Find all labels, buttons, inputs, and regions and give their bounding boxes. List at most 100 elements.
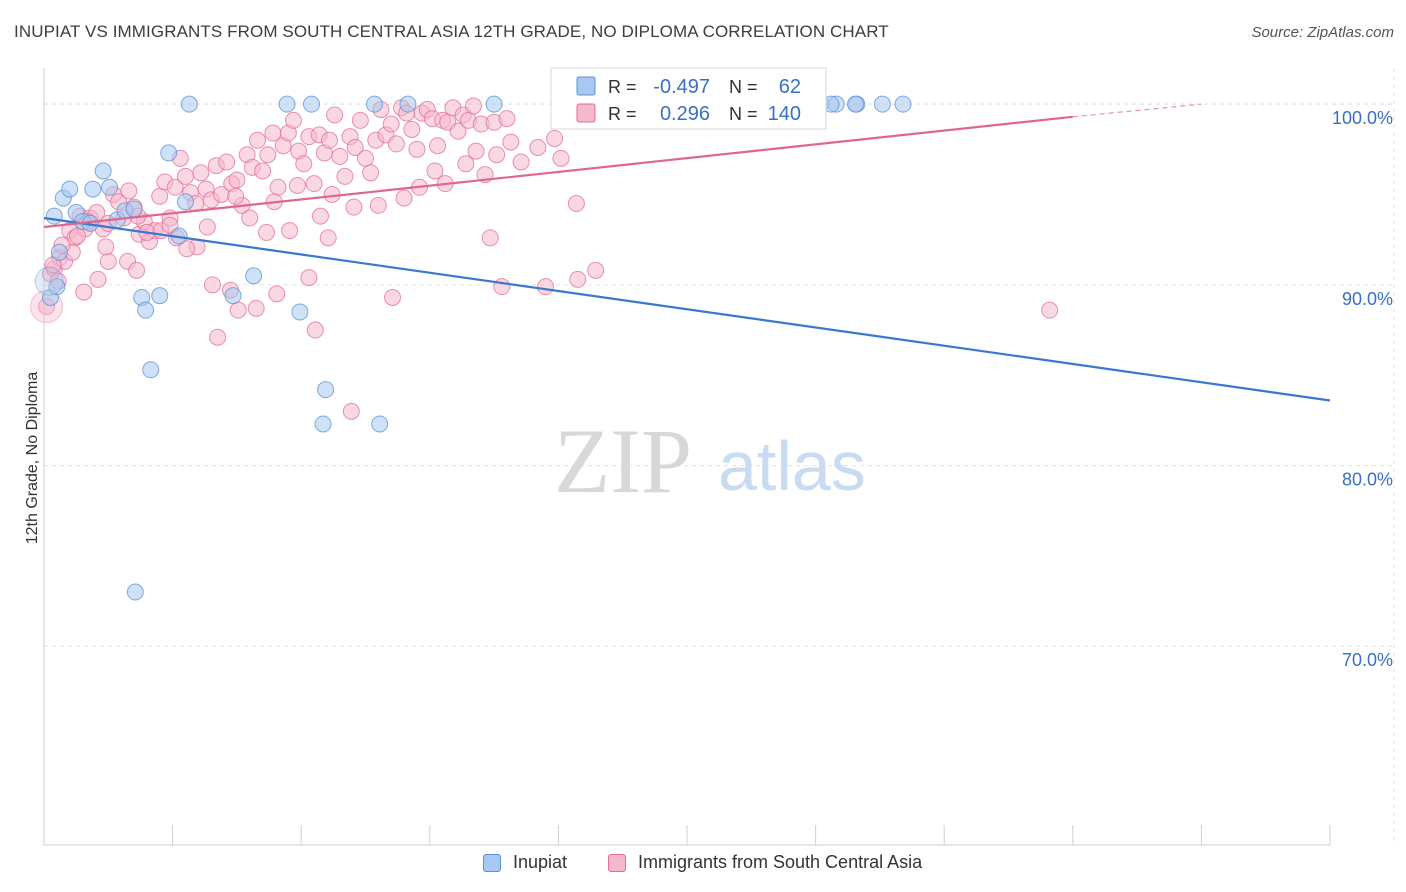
data-point [247,299,265,317]
data-point [302,95,320,113]
data-point [465,97,483,115]
data-point [257,223,275,241]
data-point [291,303,309,321]
data-point [151,187,169,205]
stats-n-label: N = [729,77,758,97]
data-point [351,111,369,129]
data-point [467,142,485,160]
data-point [537,278,555,296]
data-point [48,278,66,296]
legend-swatch-immigrants [608,853,626,872]
data-point [268,285,286,303]
axis-layer: 70.0%80.0%90.0%100.0%0.0%100.0% [43,68,1393,846]
data-point [408,140,426,158]
source-credit: Source: ZipAtlas.com [1251,24,1394,41]
stats-n-value: 62 [779,76,801,98]
data-point [68,227,86,245]
data-point [125,200,143,218]
data-point [166,178,184,196]
legend-label-inupiat: Inupiat [513,852,568,872]
stats-n-label: N = [729,104,758,124]
data-point [403,120,421,138]
chart-title: INUPIAT VS IMMIGRANTS FROM SOUTH CENTRAL… [14,22,889,41]
data-point [97,238,115,256]
stats-legend-box [550,67,827,130]
data-point [75,283,93,301]
trend-line-inupiat [43,216,1331,402]
data-point [248,131,266,149]
legend-item-immigrants[interactable]: Immigrants from South Central Asia [608,852,922,873]
data-point [151,287,169,305]
data-point [227,187,245,205]
data-point [120,182,138,200]
data-point [259,146,277,164]
data-point [126,583,144,601]
data-point [357,149,374,167]
data-point [94,162,112,180]
data-point [84,180,102,198]
data-point [449,122,467,140]
data-point [176,193,194,211]
stats-r-label: R = [608,77,637,97]
data-point [99,252,117,270]
data-point [89,270,107,288]
watermark: ZIP atlas [554,410,866,512]
stats-n-value: 140 [768,103,801,125]
data-point [894,95,912,113]
data-point [319,229,337,247]
data-point [384,288,402,306]
data-point [178,240,196,258]
data-point [241,209,259,227]
y-tick-label: 70.0% [1342,650,1393,670]
watermark-zip: ZIP [554,410,692,512]
legend-item-inupiat[interactable]: Inupiat [483,852,567,873]
data-point [228,171,246,189]
data-point [50,243,68,261]
data-point [128,261,146,279]
data-point [317,381,335,399]
scatter-chart: ZIP atlas 70.0%80.0%90.0%100.0%0.0%100.0… [24,67,1395,846]
data-point [399,95,417,113]
data-point [846,95,864,113]
trend-layer [43,103,1331,402]
data-point [529,139,547,157]
y-axis-label: 12th Grade, No Diploma [24,372,41,545]
data-point [209,328,227,346]
data-point [336,167,354,185]
data-point [488,146,506,164]
data-point [278,95,296,113]
data-point [288,176,306,194]
data-point [101,178,119,196]
data-point [61,180,79,198]
stats-swatch-immigrants [576,103,596,123]
series-immigrants-from-south-central-asia [30,97,1059,420]
data-point [873,95,891,113]
bottom-legend: Inupiat Immigrants from South Central As… [0,850,1406,878]
stats-r-value: -0.497 [653,76,710,98]
data-point [502,133,520,151]
data-point [281,222,299,240]
data-point [137,301,155,319]
data-point [142,361,160,379]
data-point [429,137,447,155]
data-point [346,139,364,157]
legend-swatch-inupiat [483,853,501,872]
data-point [269,178,287,196]
stats-legend: R = -0.497 N = 62 R = 0.296 N = 140 [550,67,827,130]
data-point [314,415,332,433]
data-point [245,267,263,285]
trend-line-immigrants-extension [1072,103,1202,118]
data-point [254,162,272,180]
data-point [306,321,324,339]
data-point [218,153,236,171]
stats-swatch-inupiat [576,76,596,96]
y-tick-label: 100.0% [1332,108,1393,128]
data-point [326,106,344,124]
data-point [34,266,64,296]
data-point [342,402,360,420]
data-point [485,95,503,113]
data-point [203,276,221,294]
data-point [382,115,400,133]
data-point [1041,301,1059,319]
data-point [366,95,384,113]
